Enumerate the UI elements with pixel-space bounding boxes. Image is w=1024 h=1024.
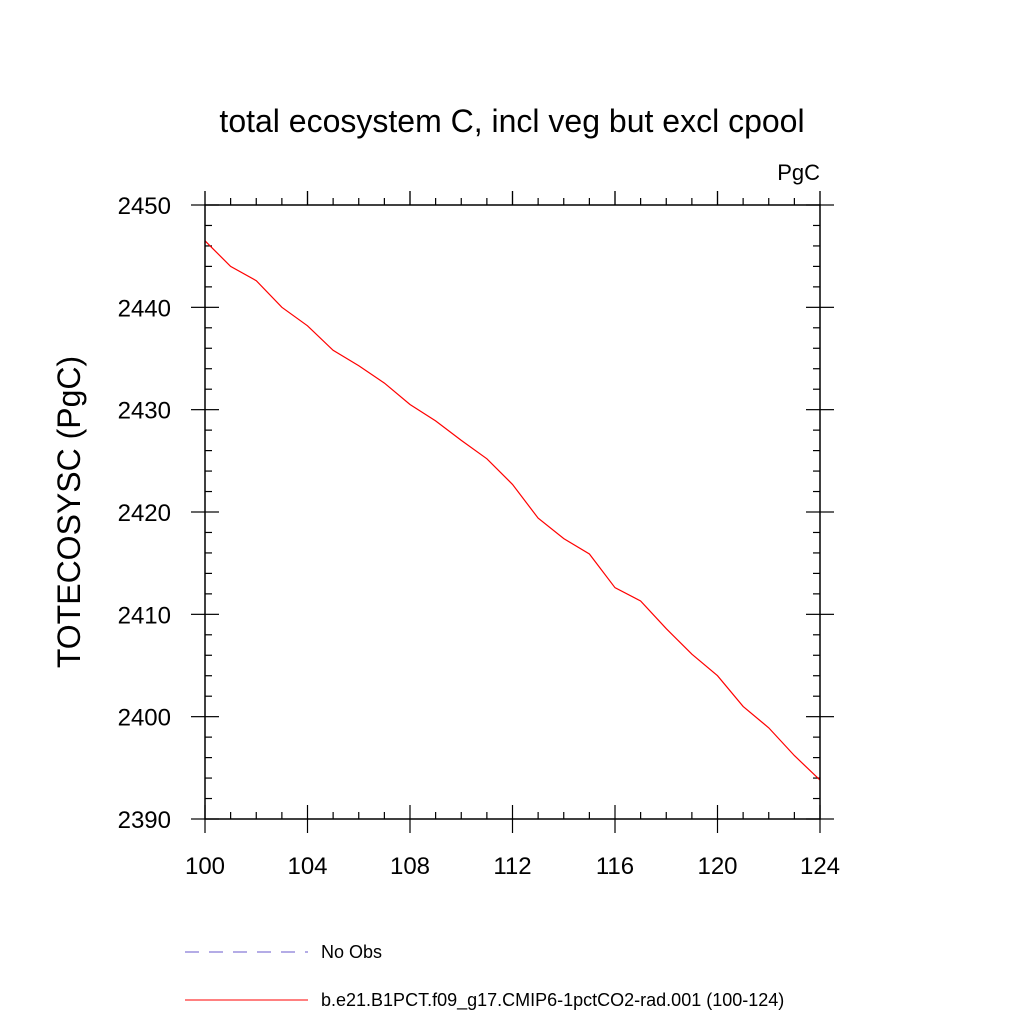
plot-frame [204, 204, 821, 820]
y-tick-label: 2440 [118, 295, 171, 322]
y-axis-title: TOTECOSYSC (PgC) [51, 356, 87, 668]
x-tick-label: 108 [390, 853, 430, 880]
x-tick-label: 100 [185, 853, 225, 880]
y-tick-label: 2430 [118, 398, 171, 425]
x-tick-label: 112 [493, 853, 531, 880]
y-tick-label: 2450 [118, 193, 171, 220]
x-tick-label: 124 [800, 853, 840, 880]
legend-label: b.e21.B1PCT.f09_g17.CMIP6-1pctCO2-rad.00… [321, 990, 784, 1011]
y-tick-label: 2390 [118, 807, 171, 834]
x-tick-label: 104 [287, 853, 327, 880]
x-tick-label: 116 [596, 853, 634, 880]
legend-label: No Obs [321, 942, 382, 962]
chart-title: total ecosystem C, incl veg but excl cpo… [219, 103, 804, 139]
series-line-1 [204, 240, 821, 781]
axis-ticks: 100 104 108 112 116 120 124 2390 2400 2410 2420 243… [118, 191, 840, 880]
units-label: PgC [777, 160, 820, 185]
legend: No Obs b.e21.B1PCT.f09_g17.CMIP6-1pctCO2-… [185, 942, 784, 1011]
y-tick-label: 2400 [118, 705, 171, 732]
plot-series [204, 240, 821, 781]
y-tick-label: 2420 [118, 500, 171, 527]
x-tick-label: 120 [697, 853, 737, 880]
y-tick-label: 2410 [118, 602, 171, 629]
